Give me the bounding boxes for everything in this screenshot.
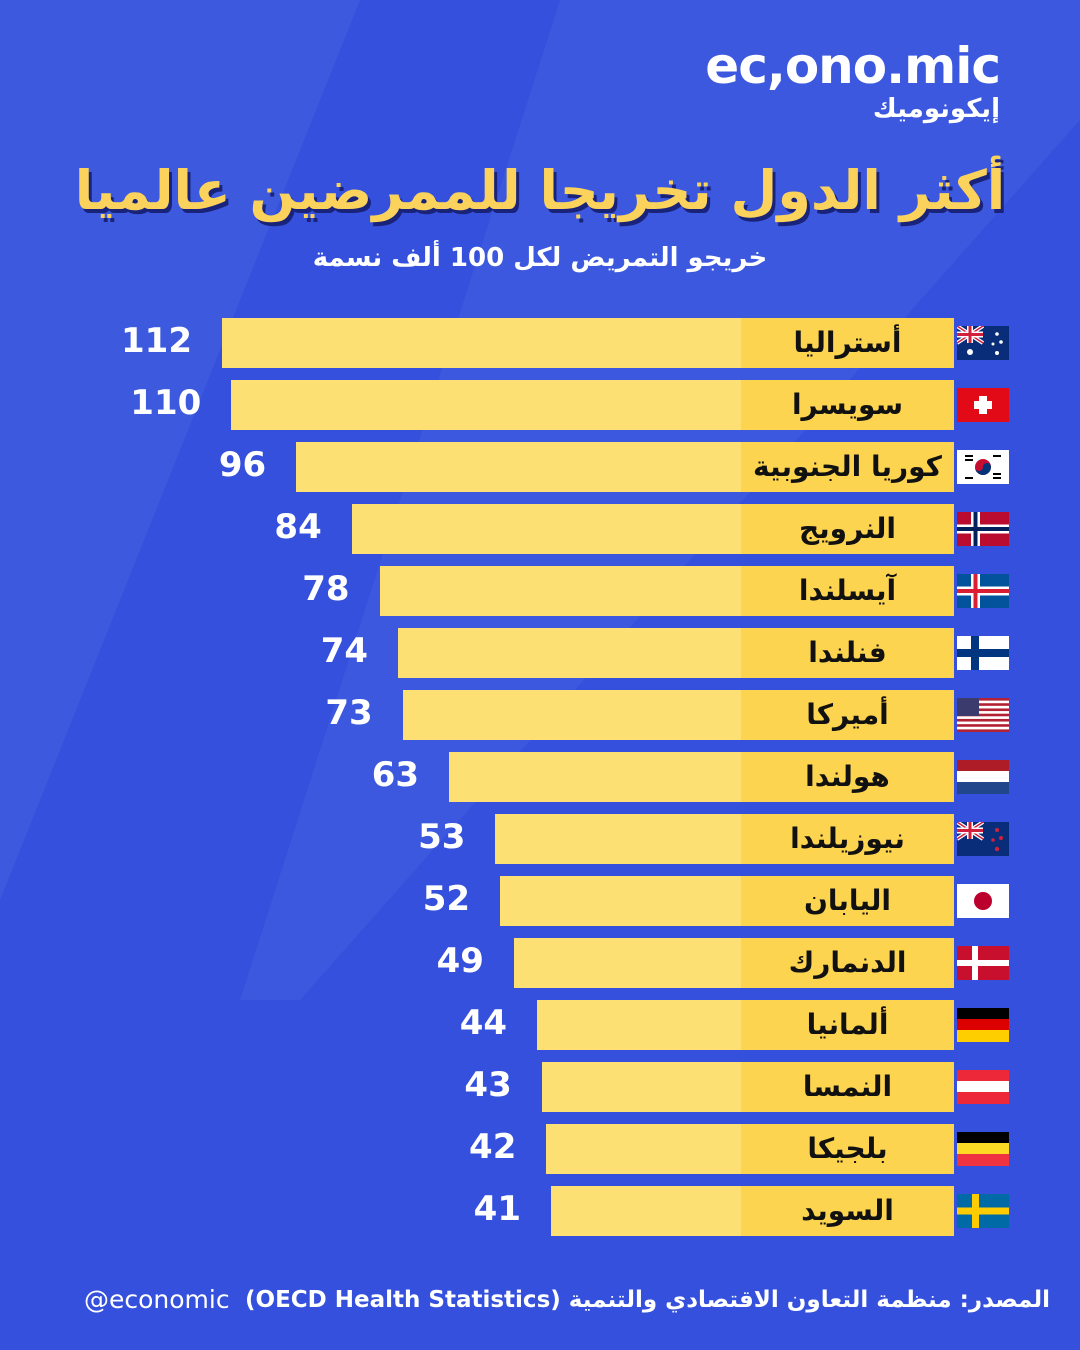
chart-row: 42 بلجيكا [0,1124,1080,1174]
data-label: 78 [302,569,350,609]
category-label: السويد [741,1186,954,1236]
bar [379,566,741,616]
chart-row: 52 اليابان [0,876,1080,926]
bar [537,1000,741,1050]
bar [513,938,741,988]
bar [222,318,741,368]
data-label: 110 [130,383,202,423]
bar [551,1186,741,1236]
brand-logo-arabic: إيكونوميك [872,94,1000,124]
chart-row: 96 كوريا الجنوبية [0,442,1080,492]
bar [495,814,741,864]
chart-row: 73 أميركا [0,690,1080,740]
category-label: أستراليا [741,318,954,368]
chart-row: 112 أستراليا [0,318,1080,368]
finland-flag [957,636,1009,670]
brand-logo: ec,ono.mic إيكونوميك [705,37,1001,124]
chart-row: 43 النمسا [0,1062,1080,1112]
chart-row: 78 آيسلندا [0,566,1080,616]
switzerland-flag [957,388,1009,422]
chart-row: 53 نيوزيلندا [0,814,1080,864]
chart-row: 110 سويسرا [0,380,1080,430]
usa-flag [957,698,1009,732]
bar [231,380,741,430]
category-label: اليابان [741,876,954,926]
chart-subtitle: خريجو التمريض لكل 100 ألف نسمة [312,243,768,273]
norway-flag [957,512,1009,546]
chart-row: 41 السويد [0,1186,1080,1236]
australia-flag [957,326,1009,360]
data-label: 49 [436,941,484,981]
data-label: 41 [473,1189,521,1229]
category-label: هولندا [741,752,954,802]
brand-logo-latin: ec,ono.mic [705,37,1001,95]
chart-title: أكثر الدول تخريجا للممرضين عالميا [74,159,1006,222]
category-label: بلجيكا [741,1124,954,1174]
bar [546,1124,741,1174]
category-label: نيوزيلندا [741,814,954,864]
japan-flag [957,884,1009,918]
data-label: 43 [464,1065,512,1105]
category-label: أميركا [741,690,954,740]
bar [541,1062,741,1112]
bar [402,690,741,740]
data-label: 42 [469,1127,517,1167]
chart-row: 74 فنلندا [0,628,1080,678]
sweden-flag [957,1194,1009,1228]
category-label: كوريا الجنوبية [741,442,954,492]
social-handle: @economic [84,1285,230,1314]
category-label: ألمانيا [741,1000,954,1050]
bar [398,628,741,678]
bar [449,752,741,802]
germany-flag [957,1008,1009,1042]
data-label: 44 [459,1003,508,1043]
data-label: 84 [274,507,322,547]
data-label: 52 [422,879,471,919]
netherlands-flag [957,760,1009,794]
bar [296,442,741,492]
source-note: المصدر: منظمة التعاون الاقتصادي والتنمية… [245,1287,1050,1313]
data-label: 73 [325,693,373,733]
iceland-flag [957,574,1009,608]
data-label: 53 [418,817,466,857]
data-label: 63 [371,755,420,795]
chart-row: 44 ألمانيا [0,1000,1080,1050]
category-label: النرويج [741,504,954,554]
data-label: 112 [121,321,192,361]
category-label: الدنمارك [741,938,954,988]
denmark-flag [957,946,1009,980]
south-korea-flag [957,450,1009,484]
new-zealand-flag [957,822,1009,856]
bar [351,504,741,554]
category-label: فنلندا [741,628,954,678]
bar [500,876,741,926]
chart-row: 63 هولندا [0,752,1080,802]
category-label: سويسرا [741,380,954,430]
footer: المصدر: منظمة التعاون الاقتصادي والتنمية… [0,1283,1080,1319]
austria-flag [957,1070,1009,1104]
data-label: 96 [218,445,267,485]
category-label: النمسا [741,1062,954,1112]
chart-row: 49 الدنمارك [0,938,1080,988]
chart-row: 84 النرويج [0,504,1080,554]
belgium-flag [957,1132,1009,1166]
data-label: 74 [320,631,369,671]
category-label: آيسلندا [741,566,954,616]
